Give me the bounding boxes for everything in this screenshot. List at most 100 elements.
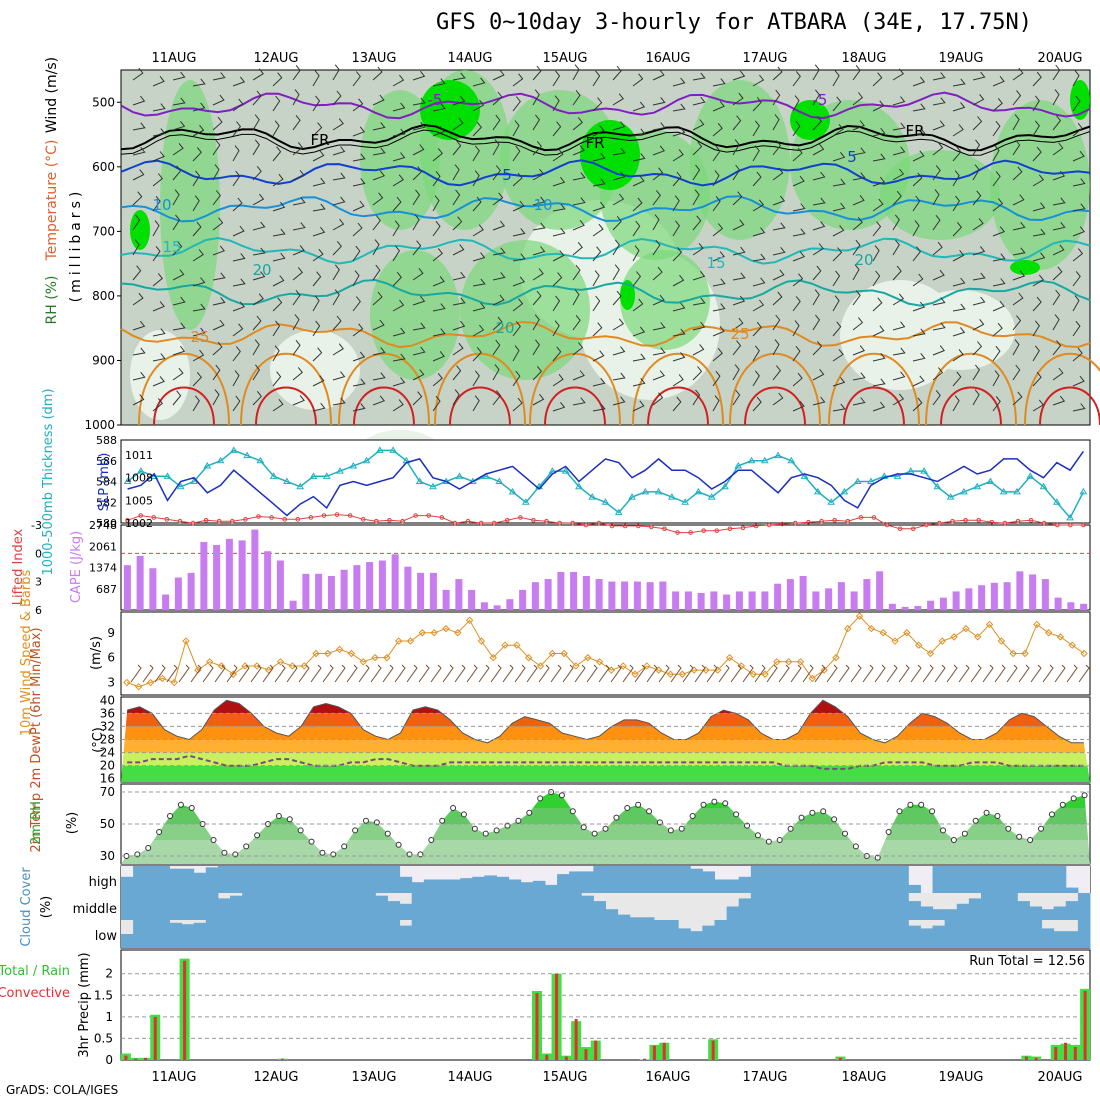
cloud-bar <box>1017 920 1030 948</box>
li-point <box>478 520 484 526</box>
wind-barb <box>952 371 962 387</box>
li-point <box>596 520 602 526</box>
cloud-bar <box>641 866 655 893</box>
y-tick-label: 36 <box>100 706 115 720</box>
li-point <box>374 518 379 524</box>
date-label-top: 17AUG <box>742 51 787 66</box>
cape-bar <box>315 573 323 610</box>
cloud-bar <box>944 909 958 920</box>
rh-point <box>667 827 674 834</box>
cloud-bar <box>193 893 207 920</box>
wind-barb <box>132 169 145 181</box>
wind-barb <box>892 168 905 181</box>
cloud-bar <box>641 920 655 948</box>
cape-bar <box>531 582 539 610</box>
li-point <box>1002 520 1008 526</box>
wind-barb <box>1052 289 1061 306</box>
cape-bar <box>162 594 170 610</box>
wind-barb <box>1032 146 1042 162</box>
wind-barb <box>1012 339 1020 356</box>
wind-10m-panel <box>120 611 1091 696</box>
wind-barb <box>432 276 445 287</box>
wind-speed-point <box>584 653 592 662</box>
wind-barb-10m <box>346 664 358 683</box>
wind-barb <box>712 370 721 387</box>
wind-barb <box>492 114 501 131</box>
wind-barb <box>652 214 660 231</box>
date-label-bottom: 12AUG <box>253 1070 298 1085</box>
date-label-bottom: 19AUG <box>938 1070 983 1085</box>
wind-barb <box>612 193 625 206</box>
wind-speed-point <box>276 658 285 666</box>
wind-barb <box>952 303 966 312</box>
cloud-bar <box>532 880 546 893</box>
wind-barb <box>612 372 626 381</box>
wind-barb <box>932 322 946 331</box>
cape-bar <box>621 581 629 610</box>
wind-barb <box>372 347 386 356</box>
wind-barb-10m <box>1018 664 1030 683</box>
wind-speed-point <box>749 670 757 678</box>
wind-barb <box>452 72 466 81</box>
wind-barb-10m <box>850 664 862 683</box>
cloud-bar <box>859 893 873 920</box>
wind-barb <box>452 216 463 231</box>
wind-speed-point <box>1068 641 1076 649</box>
wind-barb <box>272 398 284 412</box>
cloud-bar <box>908 925 921 948</box>
cape-bar <box>289 600 297 610</box>
wind-barb <box>972 341 983 356</box>
wind-barb <box>192 221 202 237</box>
wind-barb <box>772 291 783 306</box>
wind-barb <box>152 75 165 87</box>
wind-barb <box>252 293 264 306</box>
rh-point <box>1048 811 1055 818</box>
wind-barb <box>892 146 906 156</box>
wind-speed-point <box>548 649 557 658</box>
li-point <box>871 515 877 520</box>
wind-barb <box>972 218 984 231</box>
wind-barb <box>712 195 721 212</box>
wind-barb <box>1032 252 1046 262</box>
wind-barb <box>312 375 325 387</box>
wind-barb <box>432 220 441 237</box>
wind-barb <box>1072 122 1083 137</box>
wind-barb <box>352 323 364 337</box>
wind-barb-10m <box>946 664 958 683</box>
thickness-point <box>628 493 636 500</box>
wind-barb <box>572 172 586 181</box>
wind-barb <box>232 98 244 112</box>
y-tick-label: 0 <box>35 547 42 560</box>
cape-bar <box>939 597 947 610</box>
wind-speed-point <box>312 649 320 658</box>
wind-barb <box>132 67 144 81</box>
wind-barb <box>732 389 741 406</box>
wind-barb <box>992 253 1006 262</box>
isotherm-label: FR <box>585 134 604 152</box>
cape-bar <box>684 591 692 610</box>
cloud-bar <box>823 893 837 920</box>
dewpoint-line <box>127 754 1084 770</box>
y-tick-label: 1000 <box>84 418 115 432</box>
cloud-bar <box>205 893 219 920</box>
wind-barb-10m <box>166 664 178 683</box>
wind-barb <box>872 176 886 187</box>
wind-barb <box>552 250 565 262</box>
cloud-bar <box>411 882 425 893</box>
cloud-bar <box>339 893 352 920</box>
wind-barb <box>772 392 784 406</box>
rh-point <box>831 816 838 823</box>
cloud-bar <box>908 884 921 893</box>
thickness-point <box>322 472 331 479</box>
wind-barb <box>992 396 1001 412</box>
cloud-bar <box>1029 906 1043 920</box>
cloud-bar <box>835 866 849 893</box>
cloud-bar <box>884 920 897 948</box>
wind-barb <box>152 151 165 162</box>
isotherm-line <box>449 386 511 426</box>
cape-bar <box>366 562 374 610</box>
wind-barb <box>632 400 645 412</box>
wind-barb <box>272 173 284 187</box>
y-tick-label: 1374 <box>89 562 117 575</box>
cloud-bar <box>448 893 461 920</box>
